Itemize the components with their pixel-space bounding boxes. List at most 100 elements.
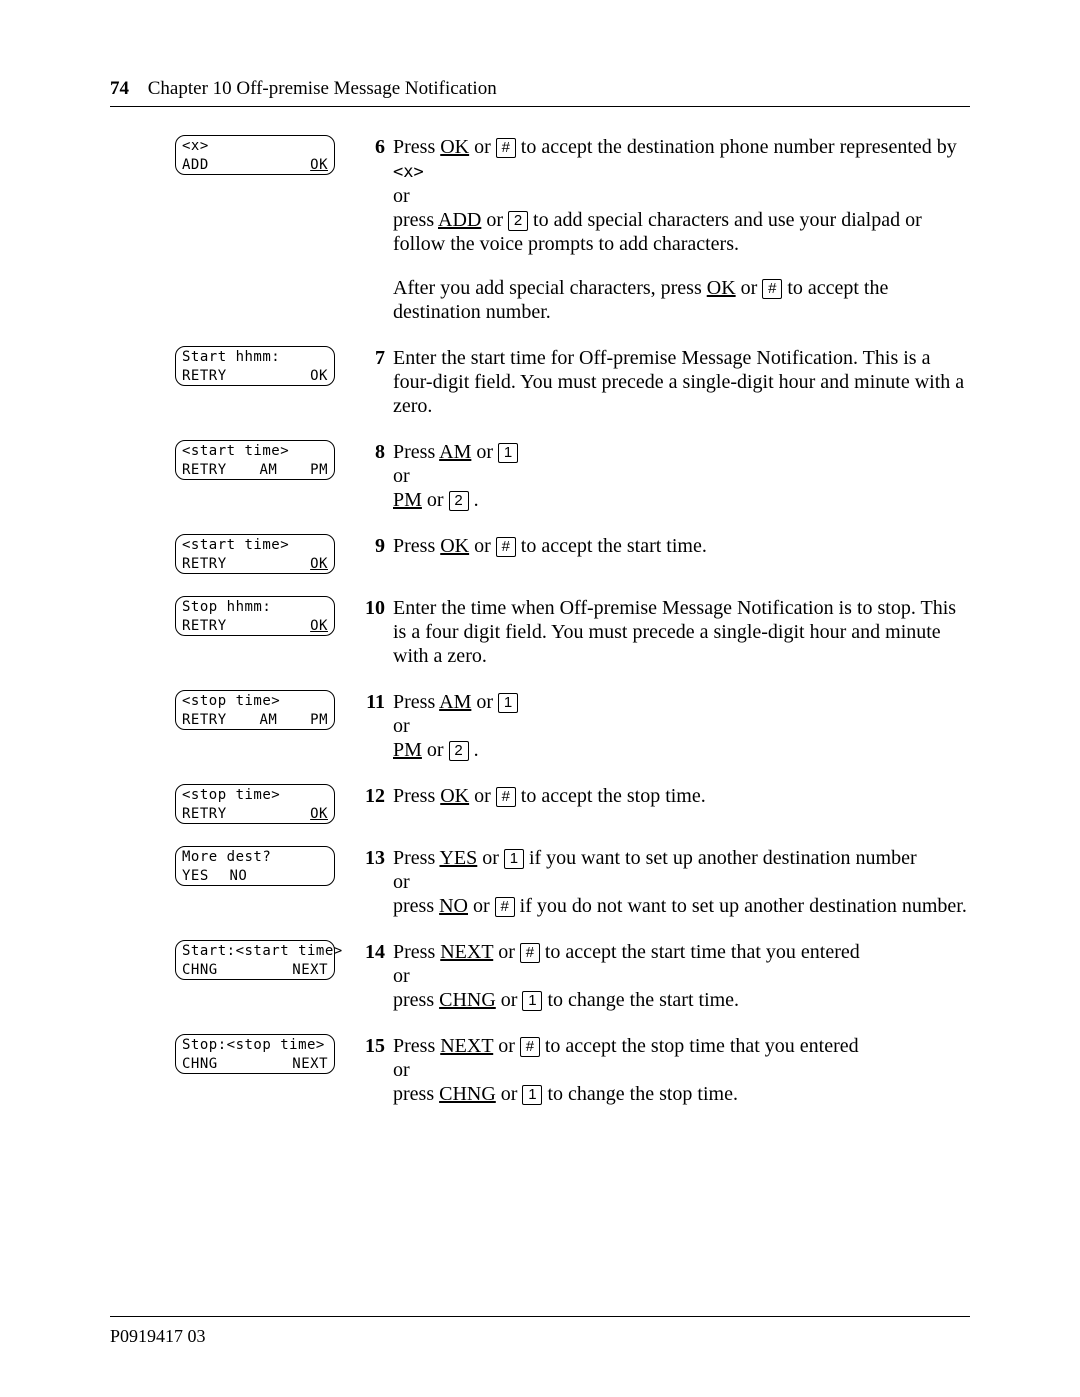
key-ref: # (520, 1037, 540, 1057)
lcd-column: <start time> RETRYOK (175, 534, 355, 574)
step-number: 7 (355, 346, 393, 370)
step-number: 8 (355, 440, 393, 464)
step-text: Press AM or 1orPM or 2 . (393, 690, 970, 762)
step-number: 10 (355, 596, 393, 620)
lcd-display: Start:<start time> CHNGNEXT (175, 940, 335, 980)
softkey-ref: OK (440, 785, 469, 807)
lcd-line1: More dest? (182, 849, 328, 866)
step-number: 6 (355, 135, 393, 159)
lcd-line2: RETRYOK (182, 368, 328, 385)
key-ref: 2 (449, 741, 469, 761)
lcd-column: More dest? YESNO (175, 846, 355, 886)
softkey-ref: OK (440, 136, 469, 158)
lcd-display: <start time> RETRYOK (175, 534, 335, 574)
softkey-ref: AM (439, 441, 471, 463)
step-number: 14 (355, 940, 393, 964)
lcd-line1: Start hhmm: (182, 349, 328, 366)
lcd-line1: <stop time> (182, 787, 328, 804)
softkey-ref: CHNG (439, 989, 496, 1011)
step-number: 15 (355, 1034, 393, 1058)
page-number: 74 (110, 78, 129, 99)
key-ref: # (495, 897, 515, 917)
lcd-line1: <start time> (182, 537, 328, 554)
page-header: 74 Chapter 10 Off-premise Message Notifi… (110, 78, 497, 100)
softkey-ref: PM (393, 739, 422, 761)
softkey-ref: NEXT (440, 1035, 493, 1057)
step-text: Press NEXT or # to accept the start time… (393, 940, 970, 1012)
footer-rule (110, 1316, 970, 1317)
instruction-row: <x>ADDOK 6Press OK or # to accept the des… (175, 135, 970, 324)
softkey-ref: OK (707, 277, 736, 299)
step-paragraph: Press NEXT or # to accept the start time… (393, 940, 970, 1012)
lcd-line2: RETRYAMPM (182, 462, 328, 479)
step-text: Press OK or # to accept the stop time. (393, 784, 970, 808)
key-ref: 1 (498, 693, 518, 713)
content-area: <x>ADDOK 6Press OK or # to accept the des… (175, 135, 970, 1128)
instruction-row: <start time> RETRYOK 9Press OK or # to acc… (175, 534, 970, 574)
lcd-display: Stop:<stop time>CHNGNEXT (175, 1034, 335, 1074)
step-paragraph: Press YES or 1 if you want to set up ano… (393, 846, 970, 918)
step-text: Press OK or # to accept the start time. (393, 534, 970, 558)
lcd-column: <stop time> RETRYOK (175, 784, 355, 824)
softkey-ref: CHNG (439, 1083, 496, 1105)
lcd-display: <stop time> RETRYOK (175, 784, 335, 824)
softkey-ref: NEXT (440, 941, 493, 963)
softkey-ref: PM (393, 489, 422, 511)
chapter-title: Chapter 10 Off-premise Message Notificat… (148, 78, 497, 99)
mono-text: <x> (393, 162, 424, 182)
step-paragraph: After you add special characters, press … (393, 276, 970, 324)
step-text: Press OK or # to accept the destination … (393, 135, 970, 324)
key-ref: # (496, 537, 516, 557)
step-paragraph: Press AM or 1orPM or 2 . (393, 690, 970, 762)
lcd-line2: CHNGNEXT (182, 1056, 328, 1073)
step-paragraph: Press OK or # to accept the stop time. (393, 784, 970, 808)
step-text: Enter the start time for Off-premise Mes… (393, 346, 970, 418)
lcd-display: More dest? YESNO (175, 846, 335, 886)
instruction-row: <stop time>RETRYAMPM11Press AM or 1orPM … (175, 690, 970, 762)
instruction-row: More dest? YESNO 13Press YES or 1 if you w… (175, 846, 970, 918)
step-number: 9 (355, 534, 393, 558)
lcd-display: <start time>RETRYAMPM (175, 440, 335, 480)
instruction-row: <stop time> RETRYOK 12Press OK or # to acc… (175, 784, 970, 824)
lcd-line2: CHNGNEXT (182, 962, 328, 979)
softkey-ref: NO (439, 895, 468, 917)
lcd-line1: Stop hhmm: (182, 599, 328, 616)
key-ref: 1 (522, 1085, 542, 1105)
step-paragraph: Press OK or # to accept the destination … (393, 135, 970, 256)
lcd-line1: <stop time> (182, 693, 328, 710)
key-ref: # (762, 279, 782, 299)
step-number: 13 (355, 846, 393, 870)
key-ref: 2 (508, 211, 528, 231)
lcd-column: Stop:<stop time>CHNGNEXT (175, 1034, 355, 1074)
lcd-line2: RETRYOK (182, 556, 328, 573)
instruction-row: Stop hhmm: RETRYOK 10Enter the time when O… (175, 596, 970, 668)
key-ref: # (520, 943, 540, 963)
step-paragraph: Press AM or 1orPM or 2 . (393, 440, 970, 512)
lcd-column: <x>ADDOK (175, 135, 355, 175)
instruction-row: <start time>RETRYAMPM 8Press AM or 1orPM … (175, 440, 970, 512)
lcd-display: <stop time>RETRYAMPM (175, 690, 335, 730)
step-paragraph: Enter the time when Off-premise Message … (393, 596, 970, 668)
lcd-line2: RETRYOK (182, 806, 328, 823)
instruction-row: Stop:<stop time>CHNGNEXT15Press NEXT or … (175, 1034, 970, 1106)
lcd-display: <x>ADDOK (175, 135, 335, 175)
key-ref: # (496, 138, 516, 158)
step-paragraph: Enter the start time for Off-premise Mes… (393, 346, 970, 418)
step-text: Press AM or 1orPM or 2 . (393, 440, 970, 512)
lcd-column: Start:<start time> CHNGNEXT (175, 940, 355, 980)
lcd-line2: YESNO (182, 868, 328, 885)
step-number: 12 (355, 784, 393, 808)
header-rule (110, 106, 970, 107)
step-paragraph: Press OK or # to accept the start time. (393, 534, 970, 558)
instruction-row: Start hhmm: RETRYOK 7Enter the start time … (175, 346, 970, 418)
instruction-row: Start:<start time>CHNGNEXT14Press NEXT o… (175, 940, 970, 1012)
step-text: Enter the time when Off-premise Message … (393, 596, 970, 668)
lcd-column: <start time>RETRYAMPM (175, 440, 355, 480)
lcd-line2: RETRYOK (182, 618, 328, 635)
footer-text: P0919417 03 (110, 1326, 206, 1347)
key-ref: 1 (498, 443, 518, 463)
key-ref: # (496, 787, 516, 807)
lcd-line1: Start:<start time> (182, 943, 328, 960)
lcd-display: Stop hhmm: RETRYOK (175, 596, 335, 636)
lcd-column: Stop hhmm: RETRYOK (175, 596, 355, 636)
